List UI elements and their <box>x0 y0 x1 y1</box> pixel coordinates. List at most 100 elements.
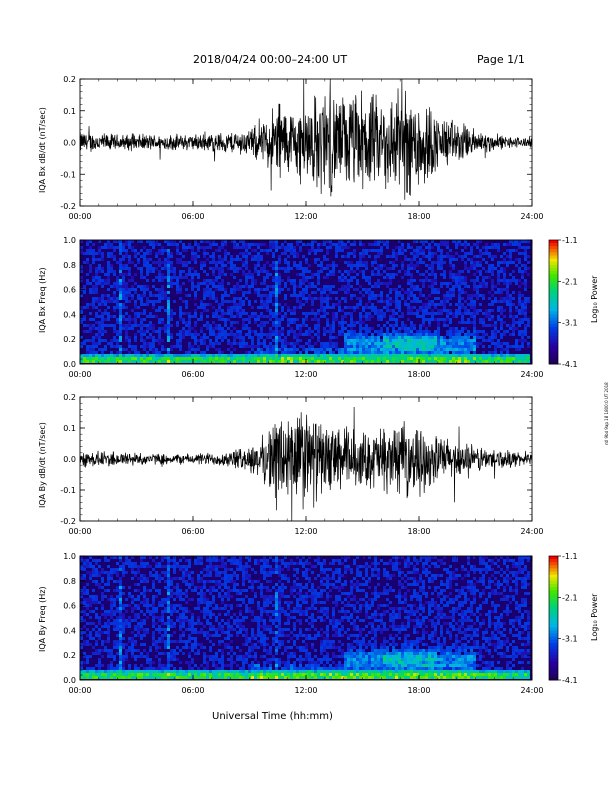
panel-2-pixel <box>407 291 410 294</box>
panel-2-pixel <box>98 321 101 324</box>
panel-2-pixel <box>416 285 419 288</box>
panel-2-pixel <box>173 240 176 243</box>
panel-2-pixel <box>509 300 512 303</box>
panel-2-pixel <box>125 264 128 267</box>
panel-2-pixel <box>221 240 224 243</box>
panel-2-pixel <box>158 297 161 300</box>
panel-2-pixel <box>275 360 278 363</box>
panel-4-pixel <box>155 640 158 643</box>
panel-2-pixel <box>371 306 374 309</box>
panel-4-pixel <box>158 601 161 604</box>
panel-2-pixel <box>221 357 224 360</box>
panel-2-pixel <box>209 282 212 285</box>
panel-2-pixel <box>293 345 296 348</box>
panel-2-pixel <box>518 270 521 273</box>
panel-2-pixel <box>107 354 110 357</box>
panel-2-pixel <box>281 327 284 330</box>
panel-2-pixel <box>401 264 404 267</box>
panel-4-pixel <box>116 640 119 643</box>
panel-2-pixel <box>407 267 410 270</box>
panel-2-pixel <box>497 309 500 312</box>
panel-2-pixel <box>494 342 497 345</box>
panel-2-pixel <box>488 255 491 258</box>
panel-2-pixel <box>479 261 482 264</box>
panel-2-pixel <box>158 339 161 342</box>
panel-2-pixel <box>209 279 212 282</box>
panel-2-pixel <box>422 255 425 258</box>
panel-2-pixel <box>296 327 299 330</box>
panel-2-pixel <box>140 270 143 273</box>
panel-2-pixel <box>392 273 395 276</box>
panel-2-pixel <box>440 342 443 345</box>
panel-2-pixel <box>500 336 503 339</box>
panel-2-pixel <box>518 252 521 255</box>
panel-2-pixel <box>353 240 356 243</box>
panel-4-pixel <box>107 613 110 616</box>
panel-4-pixel <box>113 601 116 604</box>
panel-2-pixel <box>254 255 257 258</box>
panel-2-pixel <box>209 291 212 294</box>
panel-2-pixel <box>179 273 182 276</box>
panel-2-pixel <box>521 360 524 363</box>
panel-2-pixel <box>197 357 200 360</box>
panel-4-pixel <box>89 643 92 646</box>
panel-4-pixel <box>140 676 143 679</box>
panel-4-pixel <box>170 676 173 679</box>
panel-4-pixel <box>122 643 125 646</box>
panel-2-pixel <box>371 243 374 246</box>
panel-2-pixel <box>107 324 110 327</box>
panel-2-pixel <box>350 318 353 321</box>
panel-2-pixel <box>257 348 260 351</box>
panel-4-pixel <box>164 673 167 676</box>
panel-2-pixel <box>152 285 155 288</box>
panel-2-pixel <box>470 354 473 357</box>
panel-4-pixel <box>80 577 83 580</box>
panel-2-pixel <box>227 294 230 297</box>
panel-2-pixel <box>236 360 239 363</box>
panel-2-pixel <box>293 249 296 252</box>
panel-2-pixel <box>113 282 116 285</box>
panel-4-pixel <box>140 601 143 604</box>
panel-2-pixel <box>167 360 170 363</box>
panel-2-pixel <box>338 354 341 357</box>
panel-2-pixel <box>341 318 344 321</box>
panel-2-pixel <box>320 294 323 297</box>
panel-2-pixel <box>461 330 464 333</box>
panel-1-ytick-label: -0.1 <box>60 170 76 179</box>
panel-2-pixel <box>161 279 164 282</box>
panel-2-pixel <box>140 330 143 333</box>
panel-2-pixel <box>281 267 284 270</box>
panel-2-pixel <box>149 267 152 270</box>
panel-2-pixel <box>272 246 275 249</box>
panel-2-colorbar-segment <box>549 314 558 318</box>
panel-2-pixel <box>398 327 401 330</box>
panel-2-pixel <box>242 303 245 306</box>
panel-2-pixel <box>434 273 437 276</box>
panel-2-pixel <box>419 336 422 339</box>
panel-2-pixel <box>95 282 98 285</box>
panel-2-pixel <box>290 360 293 363</box>
panel-2-pixel <box>245 255 248 258</box>
panel-2-pixel <box>179 336 182 339</box>
panel-2-pixel <box>467 348 470 351</box>
panel-2-pixel <box>131 348 134 351</box>
panel-2-pixel <box>383 348 386 351</box>
panel-2-pixel <box>365 351 368 354</box>
panel-2-pixel <box>467 294 470 297</box>
panel-2-pixel <box>524 315 527 318</box>
panel-2-pixel <box>167 315 170 318</box>
panel-2-pixel <box>101 348 104 351</box>
panel-2-pixel <box>197 282 200 285</box>
panel-4-pixel <box>182 634 185 637</box>
panel-2-pixel <box>92 288 95 291</box>
panel-4-pixel <box>134 634 137 637</box>
panel-2-pixel <box>338 249 341 252</box>
panel-2-pixel <box>275 354 278 357</box>
panel-4-pixel <box>86 592 89 595</box>
panel-2-pixel <box>221 354 224 357</box>
panel-2-pixel <box>500 318 503 321</box>
panel-2-pixel <box>491 333 494 336</box>
panel-2-pixel <box>404 270 407 273</box>
panel-2-pixel <box>320 357 323 360</box>
panel-4-pixel <box>137 625 140 628</box>
